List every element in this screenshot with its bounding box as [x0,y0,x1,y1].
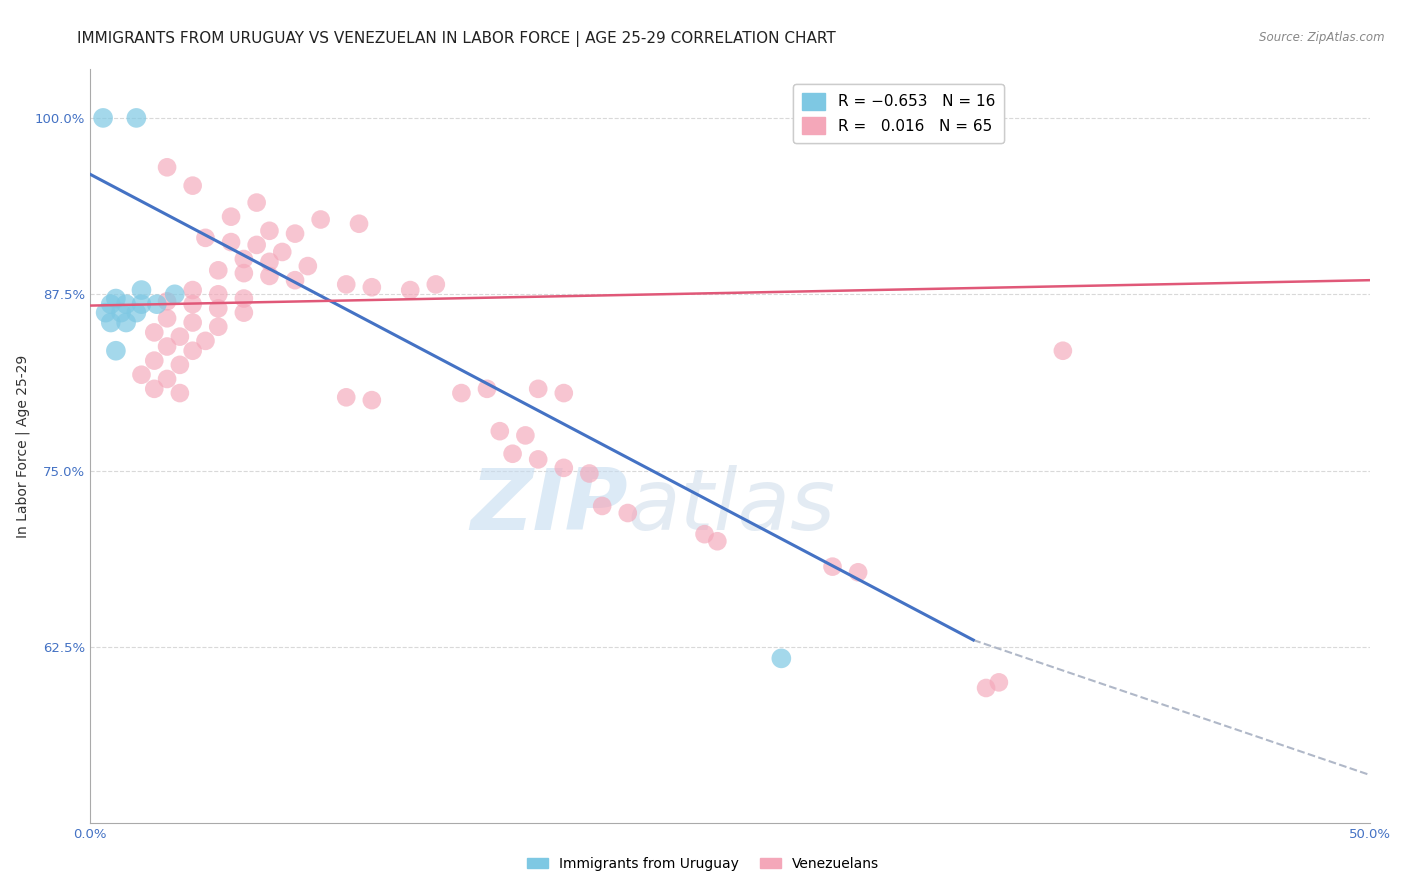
Text: IMMIGRANTS FROM URUGUAY VS VENEZUELAN IN LABOR FORCE | AGE 25-29 CORRELATION CHA: IMMIGRANTS FROM URUGUAY VS VENEZUELAN IN… [77,31,837,47]
Point [181,316,204,330]
Point [207,263,229,277]
Point [821,559,844,574]
Point [156,161,179,175]
Point [284,273,307,287]
Point [143,382,166,396]
Point [425,277,447,292]
Point [515,428,537,442]
Point [169,386,191,401]
Point [475,382,498,396]
Point [110,305,132,319]
Text: atlas: atlas [627,465,835,548]
Point [232,252,254,266]
Point [131,368,153,382]
Text: ZIP: ZIP [470,465,627,548]
Point [143,353,166,368]
Point [207,301,229,316]
Point [488,424,510,438]
Point [181,283,204,297]
Point [246,195,269,210]
Point [207,287,229,301]
Point [131,297,153,311]
Point [309,212,332,227]
Point [846,566,869,580]
Legend: Immigrants from Uruguay, Venezuelans: Immigrants from Uruguay, Venezuelans [522,851,884,876]
Point [169,329,191,343]
Point [347,217,370,231]
Point [181,178,204,193]
Point [125,305,148,319]
Point [527,452,550,467]
Point [156,311,179,326]
Point [246,238,269,252]
Point [259,268,281,283]
Point [553,461,575,475]
Point [297,259,319,273]
Point [125,111,148,125]
Point [232,305,254,319]
Point [284,227,307,241]
Point [770,651,793,665]
Point [104,292,127,306]
Point [335,390,357,404]
Point [156,294,179,309]
Text: Source: ZipAtlas.com: Source: ZipAtlas.com [1260,31,1385,45]
Point [616,506,638,520]
Point [156,339,179,353]
Point [360,280,382,294]
Point [987,675,1010,690]
Point [259,255,281,269]
Point [360,393,382,408]
Point [194,231,217,245]
Point [232,266,254,280]
Point [232,292,254,306]
Point [100,316,122,330]
Point [91,111,114,125]
Point [271,244,294,259]
Point [146,297,169,311]
Legend: R = −0.653   N = 16, R =   0.016   N = 65: R = −0.653 N = 16, R = 0.016 N = 65 [793,84,1004,143]
Point [207,319,229,334]
Y-axis label: In Labor Force | Age 25-29: In Labor Force | Age 25-29 [15,354,30,538]
Point [169,358,191,372]
Point [194,334,217,348]
Point [450,386,472,401]
Point [163,287,186,301]
Point [104,343,127,358]
Point [219,235,242,249]
Point [527,382,550,396]
Point [156,372,179,386]
Point [578,467,600,481]
Point [259,224,281,238]
Point [143,326,166,340]
Point [591,499,613,513]
Point [399,283,422,297]
Point [94,305,117,319]
Point [706,534,728,549]
Point [1052,343,1074,358]
Point [181,297,204,311]
Point [115,316,138,330]
Point [181,343,204,358]
Point [115,297,138,311]
Point [502,447,524,461]
Point [335,277,357,292]
Point [100,297,122,311]
Point [553,386,575,401]
Point [974,681,997,695]
Point [693,527,716,541]
Point [131,283,153,297]
Point [219,210,242,224]
